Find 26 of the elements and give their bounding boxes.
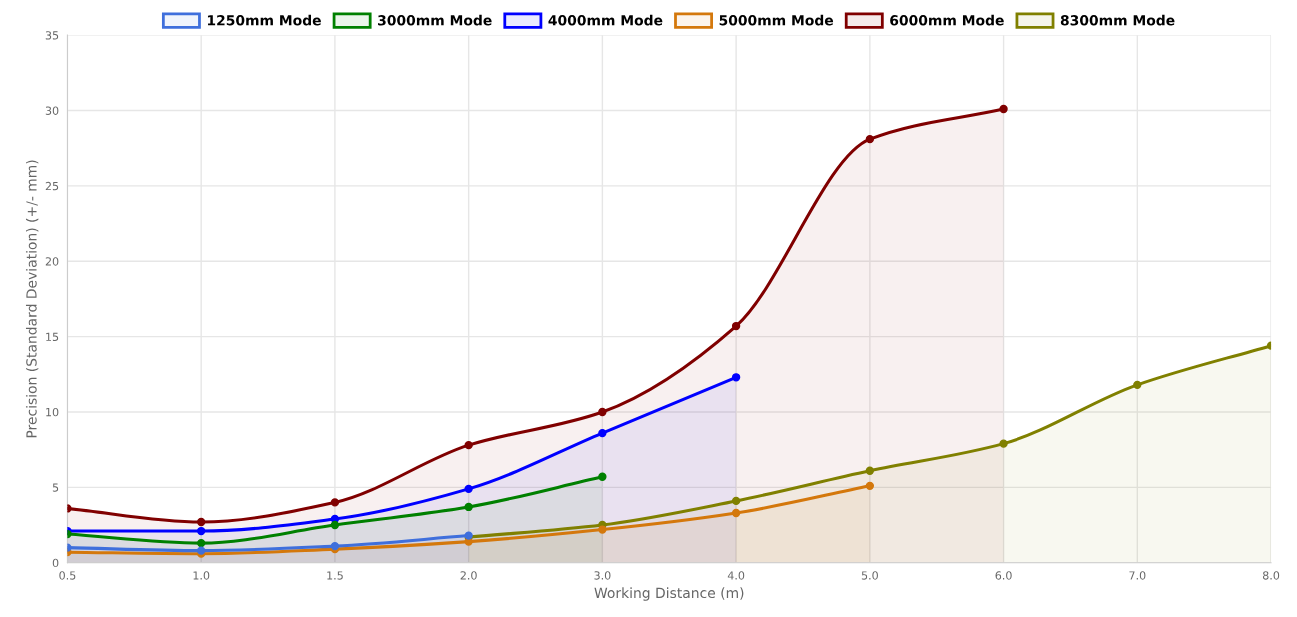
x-tick-label: 7.0	[1129, 571, 1146, 580]
y-tick-label: 5	[52, 483, 59, 492]
legend-label: 3000mm Mode	[378, 14, 492, 26]
legend-label: 4000mm Mode	[548, 14, 663, 26]
legend-label: 1250mm Mode	[207, 14, 321, 26]
x-tick-label: 3.0	[594, 571, 611, 580]
x-tick-label: 1.5	[327, 571, 343, 580]
x-tick-label: 0.5	[59, 571, 76, 580]
x-tick-label: 1.0	[193, 571, 210, 580]
y-tick-label: 20	[45, 257, 59, 266]
y-tick-label: 30	[45, 106, 59, 115]
x-axis-title: Working Distance (m)	[594, 587, 744, 601]
y-tick-label: 25	[45, 181, 59, 191]
y-tick-label: 10	[46, 407, 59, 417]
x-tick-label: 6.0	[995, 571, 1012, 580]
y-tick-label: 15	[46, 332, 59, 341]
x-tick-label: 5.0	[861, 571, 878, 580]
legend-label: 6000mm Mode	[890, 14, 1004, 26]
y-axis-title: Precision (Standard Deviation) (+/- mm)	[25, 160, 39, 438]
x-tick-label: 4.0	[727, 571, 745, 580]
legend-label: 8300mm Mode	[1060, 14, 1175, 26]
x-tick-label: 2.0	[460, 571, 477, 580]
y-tick-label: 35	[45, 31, 59, 40]
x-tick-label: 8.0	[1262, 571, 1280, 580]
y-tick-label: 0	[52, 558, 59, 568]
legend-label: 5000mm Mode	[719, 14, 834, 26]
